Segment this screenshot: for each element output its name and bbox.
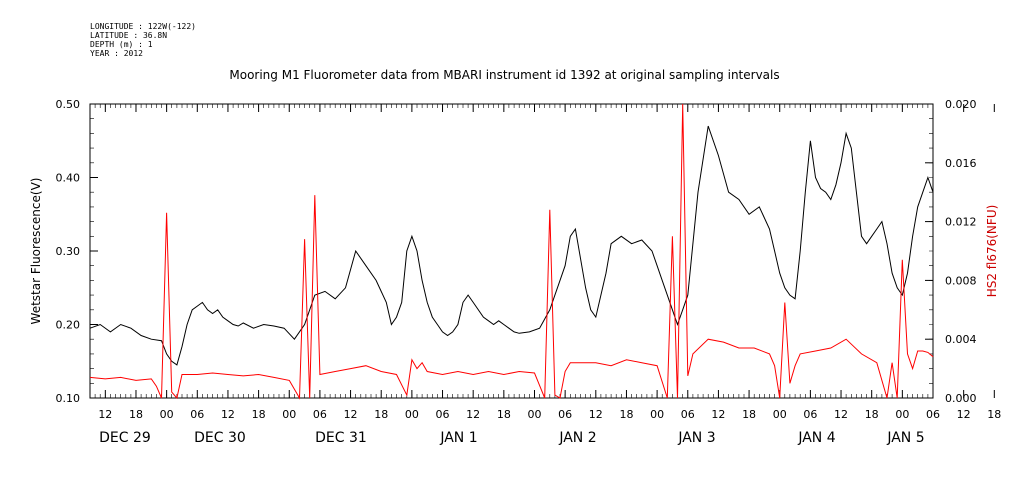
x-hour-tick-label: 06	[681, 408, 695, 421]
x-hour-tick-label: 06	[558, 408, 572, 421]
x-hour-tick-label: 18	[865, 408, 879, 421]
y-left-tick-label: 0.30	[56, 245, 81, 258]
y-right-tick-label: 0.012	[945, 216, 977, 229]
year-label: YEAR : 2012	[90, 49, 143, 58]
x-hour-tick-label: 00	[282, 408, 296, 421]
x-hour-tick-label: 06	[803, 408, 817, 421]
x-hour-tick-label: 12	[344, 408, 358, 421]
wetstar-series-line	[89, 125, 934, 366]
chart-title: Mooring M1 Fluorometer data from MBARI i…	[229, 68, 780, 82]
y-right-tick-label: 0.016	[945, 157, 977, 170]
x-hour-tick-label: 00	[773, 408, 787, 421]
x-hour-tick-label: 12	[834, 408, 848, 421]
x-hour-tick-label: 06	[926, 408, 940, 421]
depth-label: DEPTH (m) : 1	[90, 40, 153, 49]
x-date-label: DEC 30	[194, 430, 246, 446]
x-hour-tick-label: 12	[957, 408, 971, 421]
x-date-label: JAN 4	[797, 430, 835, 446]
y-right-tick-label: 0.004	[945, 333, 977, 346]
x-hour-tick-label: 18	[374, 408, 388, 421]
y-left-tick-label: 0.40	[56, 172, 81, 185]
y-right-tick-label: 0.008	[945, 274, 977, 287]
x-hour-tick-label: 06	[313, 408, 327, 421]
hs2-series-line	[89, 103, 934, 400]
y-left-tick-label: 0.10	[56, 392, 81, 405]
plot-frame	[89, 103, 934, 399]
y-left-tick-label: 0.50	[56, 98, 81, 111]
x-hour-tick-label: 18	[252, 408, 266, 421]
x-minor-ticks	[89, 104, 934, 398]
x-hour-tick-label: 18	[129, 408, 143, 421]
x-hour-tick-label: 12	[221, 408, 235, 421]
x-hour-tick-label: 00	[895, 408, 909, 421]
x-hour-tick-label: 18	[497, 408, 511, 421]
x-hour-tick-label: 06	[190, 408, 204, 421]
x-hour-tick-label: 18	[619, 408, 633, 421]
latitude-label: LATITUDE : 36.8N	[90, 31, 168, 40]
x-date-label: DEC 31	[315, 430, 367, 446]
x-hour-tick-label: 00	[527, 408, 541, 421]
x-hour-tick-label: 18	[987, 408, 1001, 421]
x-hour-tick-label: 12	[711, 408, 725, 421]
y-left-minor-ticks	[90, 103, 94, 399]
x-hour-tick-label: 00	[160, 408, 174, 421]
y-left-axis-label: Wetstar Fluorescence(V)	[29, 178, 43, 325]
y-right-axis-label: HS2 fl676(NFU)	[985, 205, 999, 298]
x-hour-tick-label: 00	[650, 408, 664, 421]
x-hour-tick-label: 12	[98, 408, 112, 421]
x-hour-tick-label: 12	[466, 408, 480, 421]
y-right-minor-ticks	[929, 103, 933, 399]
y-right-tick-label: 0.000	[945, 392, 977, 405]
x-hour-tick-label: 12	[589, 408, 603, 421]
x-date-label: JAN 3	[677, 430, 715, 446]
x-hour-tick-label: 06	[436, 408, 450, 421]
longitude-label: LONGITUDE : 122W(-122)	[90, 22, 196, 31]
x-date-label: JAN 1	[439, 430, 477, 446]
x-date-label: JAN 2	[558, 430, 596, 446]
x-hour-tick-label: 00	[405, 408, 419, 421]
x-hour-tick-label: 18	[742, 408, 756, 421]
x-date-label: DEC 29	[99, 430, 151, 446]
y-right-tick-label: 0.020	[945, 98, 977, 111]
x-date-label: JAN 5	[886, 430, 924, 446]
y-left-tick-label: 0.20	[56, 319, 81, 332]
